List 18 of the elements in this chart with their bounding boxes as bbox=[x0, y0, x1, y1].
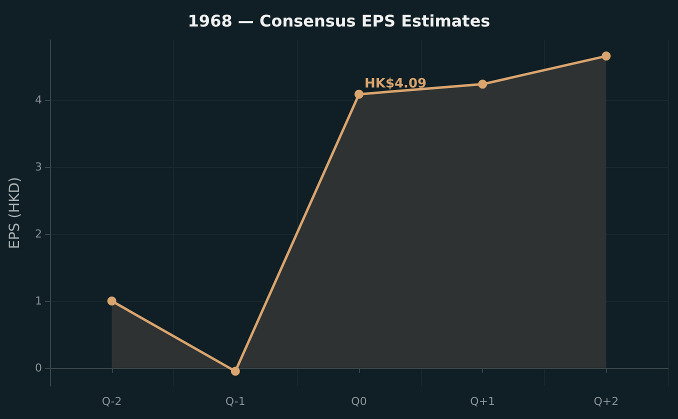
y-tick-label: 3 bbox=[35, 160, 42, 174]
x-tick-label: Q+1 bbox=[470, 395, 496, 408]
point bbox=[354, 90, 364, 99]
x-tick-label: Q-2 bbox=[102, 395, 122, 408]
y-axis-title: EPS (HKD) bbox=[7, 176, 23, 250]
point bbox=[602, 52, 611, 61]
point bbox=[478, 80, 488, 89]
x-tick-label: Q-1 bbox=[225, 395, 246, 408]
x-tick-label: Q0 bbox=[351, 395, 367, 408]
x-tick-label: Q+2 bbox=[594, 395, 619, 408]
y-tick-label: 0 bbox=[35, 361, 42, 374]
y-tick-label: 4 bbox=[35, 94, 42, 107]
point bbox=[230, 366, 240, 376]
y-tick-label: 2 bbox=[35, 228, 42, 241]
y-tick-label: 1 bbox=[35, 294, 42, 308]
chart-title: 1968 — Consensus EPS Estimates bbox=[188, 12, 490, 30]
point bbox=[107, 296, 116, 306]
annotation: HK$4.09 bbox=[364, 76, 427, 92]
